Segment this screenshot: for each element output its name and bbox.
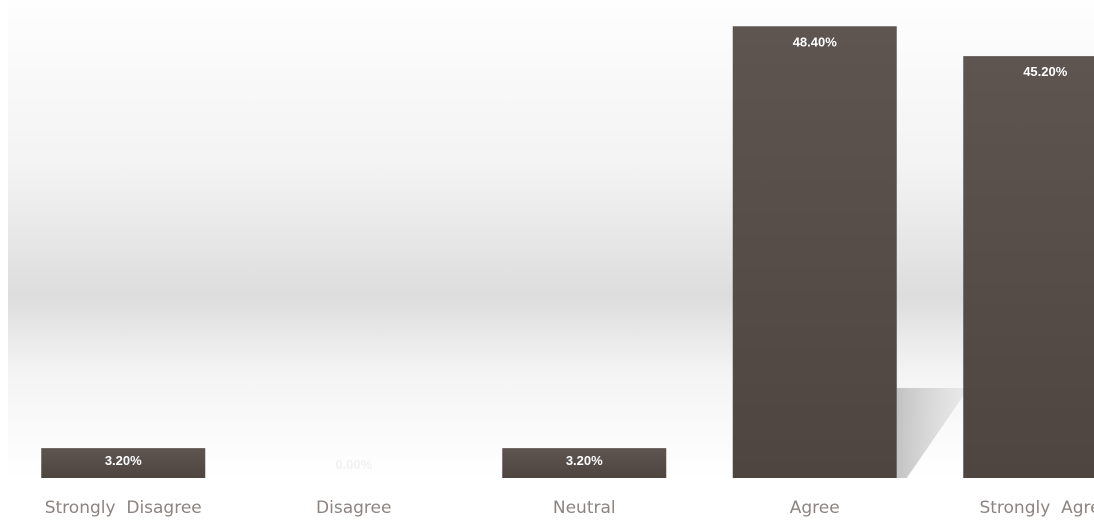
category-label-strongly-disagree: Strongly Disagree bbox=[45, 498, 202, 518]
category-labels: Strongly Disagree Disagree Neutral Agree Str… bbox=[45, 498, 1094, 518]
bar-neutral bbox=[502, 448, 667, 478]
data-labels: 3.20% 0.00% 3.20% 48.40% 45.20% bbox=[105, 34, 1068, 472]
bar-strongly-agree bbox=[963, 56, 1094, 479]
bars bbox=[41, 26, 1094, 479]
data-label-disagree: 0.00% bbox=[335, 457, 372, 472]
data-label-agree: 48.40% bbox=[793, 34, 838, 49]
category-label-neutral: Neutral bbox=[553, 498, 616, 518]
category-label-agree: Agree bbox=[790, 498, 840, 518]
bar-strongly-disagree bbox=[41, 448, 206, 478]
bar-shadow-agree bbox=[896, 388, 969, 478]
data-label-neutral: 3.20% bbox=[566, 453, 603, 468]
category-label-disagree: Disagree bbox=[316, 498, 391, 518]
bar-shadows bbox=[896, 388, 969, 478]
bar-agree bbox=[732, 26, 897, 479]
data-label-strongly-disagree: 3.20% bbox=[105, 453, 142, 468]
data-label-strongly-agree: 45.20% bbox=[1023, 64, 1068, 79]
category-label-strongly-agree: Strongly Agree bbox=[979, 498, 1094, 518]
